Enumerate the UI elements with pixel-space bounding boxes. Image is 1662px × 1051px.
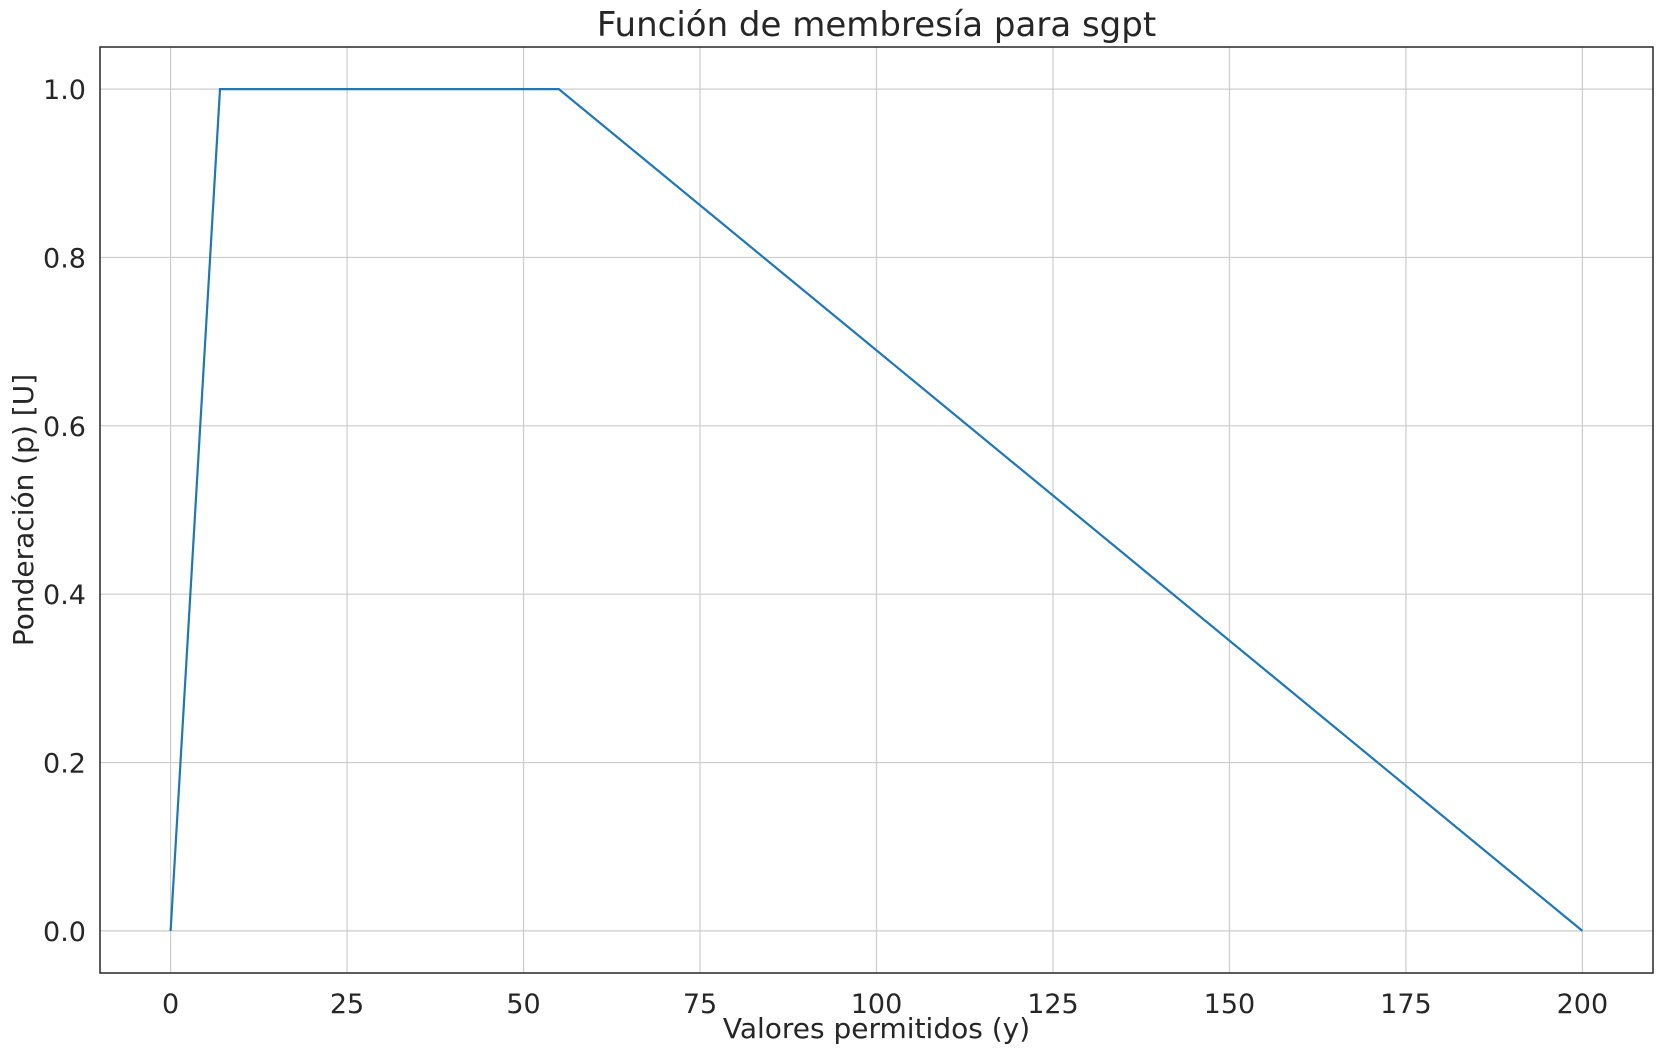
y-tick-label: 0.8 bbox=[43, 243, 86, 274]
y-tick-label: 0.4 bbox=[43, 580, 86, 611]
x-tick-label: 200 bbox=[1557, 989, 1609, 1020]
x-tick-labels: 0 25 50 75 100 125 150 175 200 bbox=[162, 989, 1608, 1020]
x-tick-label: 50 bbox=[506, 989, 540, 1020]
plot-frame bbox=[99, 46, 1654, 974]
x-tick-label: 75 bbox=[683, 989, 717, 1020]
x-axis-label: Valores permitidos (y) bbox=[723, 1012, 1030, 1045]
y-axis-label: Ponderación (p) [U] bbox=[7, 374, 40, 646]
x-tick-label: 100 bbox=[851, 989, 903, 1020]
y-tick-labels: 0.0 0.2 0.4 0.6 0.8 1.0 bbox=[43, 75, 86, 948]
x-tick-label: 175 bbox=[1380, 989, 1432, 1020]
x-tick-label: 25 bbox=[330, 989, 364, 1020]
series-layer bbox=[169, 87, 1584, 932]
chart-title: Función de membresía para sgpt bbox=[597, 5, 1156, 45]
x-tick-label: 125 bbox=[1027, 989, 1079, 1020]
grid-lines bbox=[100, 47, 1653, 973]
y-tick-label: 0.0 bbox=[43, 917, 86, 948]
series-line bbox=[169, 87, 1584, 932]
x-tick-label: 150 bbox=[1204, 989, 1256, 1020]
y-tick-label: 1.0 bbox=[43, 75, 86, 106]
y-tick-label: 0.2 bbox=[43, 749, 86, 780]
y-tick-label: 0.6 bbox=[43, 412, 86, 443]
x-tick-label: 0 bbox=[162, 989, 179, 1020]
